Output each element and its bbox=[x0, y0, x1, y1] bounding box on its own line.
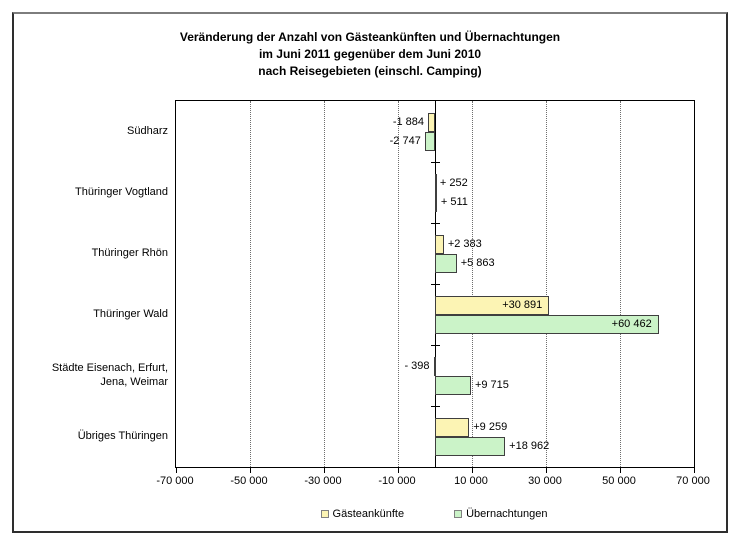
bar-value-label: - 398 bbox=[404, 359, 430, 372]
legend-item-gaesteankuenfte: Gästeankünfte bbox=[320, 507, 405, 521]
category-label: Städte Eisenach, Erfurt, Jena, Weimar bbox=[51, 361, 168, 388]
bar-value-label: +18 962 bbox=[509, 439, 550, 452]
bar-gästeankünfte bbox=[435, 173, 437, 193]
category-label: Thüringer Vogtland bbox=[75, 185, 168, 198]
gridline bbox=[545, 101, 547, 467]
x-axis-tick bbox=[545, 468, 547, 473]
category-label: Südharz bbox=[127, 124, 168, 137]
category-boundary-tick bbox=[430, 405, 440, 407]
bar-übernachtungen bbox=[435, 436, 506, 456]
plot-area: -1 884 + 252 +2 383 +30 891 - 398 +9 259 -2 74… bbox=[175, 100, 695, 473]
category-boundary-tick bbox=[430, 222, 440, 224]
x-axis-tick-label: -50 000 bbox=[230, 475, 268, 487]
bar-gästeankünfte bbox=[435, 295, 550, 315]
bar-value-label: + 252 bbox=[439, 176, 468, 189]
bar-übernachtungen bbox=[435, 375, 471, 395]
bar-value-label: -1 884 bbox=[392, 115, 425, 128]
bar-value-label: + 511 bbox=[440, 195, 468, 208]
bar-value-label: -2 747 bbox=[389, 134, 421, 147]
bar-value-label: +5 863 bbox=[460, 256, 495, 269]
bar-übernachtungen bbox=[435, 253, 457, 273]
x-axis-tick-label: 30 000 bbox=[528, 475, 562, 487]
x-axis-tick-label: -70 000 bbox=[156, 475, 194, 487]
bar-value-label: +2 383 bbox=[447, 237, 482, 250]
chart-legend: Gästeankünfte Übernachtungen bbox=[175, 506, 693, 522]
bar-übernachtungen bbox=[435, 314, 659, 334]
x-axis-tick bbox=[249, 468, 251, 473]
legend-label: Gästeankünfte bbox=[332, 508, 405, 520]
category-boundary-tick bbox=[430, 344, 440, 346]
legend-item-uebernachtungen: Übernachtungen bbox=[454, 507, 547, 521]
x-axis-tick-label: 50 000 bbox=[602, 475, 636, 487]
x-axis-tick-label: 70 000 bbox=[676, 475, 710, 487]
bar-gästeankünfte bbox=[428, 112, 435, 132]
chart-title: Veränderung der Anzahl von Gästeankünfte… bbox=[0, 29, 740, 80]
bar-gästeankünfte bbox=[435, 417, 470, 437]
x-axis-tick bbox=[471, 468, 473, 473]
category-boundary-tick bbox=[430, 283, 440, 285]
gridline bbox=[471, 101, 473, 467]
chart-title-line: nach Reisegebieten (einschl. Camping) bbox=[258, 64, 482, 78]
gridline bbox=[397, 101, 399, 467]
chart-title-line: im Juni 2011 gegenüber dem Juni 2010 bbox=[258, 47, 482, 61]
x-axis-tick bbox=[619, 468, 621, 473]
x-axis-tick-label: -30 000 bbox=[304, 475, 342, 487]
x-axis-tick bbox=[397, 468, 399, 473]
x-axis-tick bbox=[323, 468, 325, 473]
category-label: Thüringer Wald bbox=[93, 307, 168, 320]
bar-value-label: +60 462 bbox=[611, 317, 652, 330]
bar-übernachtungen bbox=[435, 192, 437, 212]
x-axis-tick-label: -10 000 bbox=[378, 475, 416, 487]
x-axis-tick-label: 10 000 bbox=[454, 475, 488, 487]
category-boundary-tick bbox=[430, 161, 440, 163]
bar-übernachtungen bbox=[424, 131, 435, 151]
bar-gästeankünfte bbox=[435, 234, 444, 254]
x-axis-tick bbox=[175, 468, 177, 473]
bar-value-label: +9 715 bbox=[474, 378, 509, 391]
bar-value-label: +30 891 bbox=[502, 298, 543, 311]
category-label: Thüringer Rhön bbox=[91, 246, 168, 259]
bar-gästeankünfte bbox=[433, 356, 436, 376]
gridline bbox=[619, 101, 621, 467]
gridline bbox=[323, 101, 325, 467]
legend-label: Übernachtungen bbox=[466, 508, 548, 520]
category-label: Übriges Thüringen bbox=[77, 429, 168, 442]
chart-title-line: Veränderung der Anzahl von Gästeankünfte… bbox=[179, 30, 561, 44]
gridline bbox=[249, 101, 251, 467]
legend-color-marker bbox=[454, 510, 463, 518]
x-axis-tick bbox=[693, 468, 695, 473]
bar-value-label: +9 259 bbox=[473, 420, 508, 433]
legend-color-marker bbox=[320, 510, 329, 518]
